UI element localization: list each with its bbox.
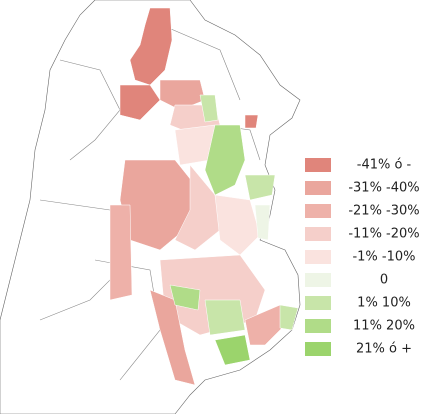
region: [214, 334, 251, 366]
legend-swatch: [305, 296, 331, 310]
region: [244, 114, 259, 129]
legend-label: 21% ó +: [356, 342, 412, 357]
legend-label: -1% -10%: [352, 250, 415, 265]
legend-swatch: [305, 181, 331, 195]
region: [129, 7, 173, 86]
region: [119, 84, 161, 121]
legend-swatch: [305, 319, 331, 333]
region: [244, 304, 291, 346]
legend-swatch: [305, 227, 331, 241]
legend-swatch: [305, 158, 331, 172]
legend-swatch: [305, 342, 331, 356]
colored-regions: [109, 7, 299, 386]
legend-swatch: [305, 204, 331, 218]
legend: -41% ó - -31% -40% -21% -30% -11% -20% -1% -…: [305, 158, 420, 357]
region: [214, 194, 261, 256]
legend-label: -21% -30%: [348, 204, 419, 219]
legend-label: 11% 20%: [353, 319, 415, 334]
region: [169, 284, 201, 311]
legend-label: 1% 10%: [357, 296, 411, 311]
region: [244, 174, 276, 201]
legend-label: -41% ó -: [357, 158, 412, 173]
legend-label: 0: [380, 273, 388, 288]
legend-swatch: [305, 273, 331, 287]
region: [279, 304, 299, 331]
region: [109, 204, 133, 301]
legend-label: -11% -20%: [348, 227, 419, 242]
region: [204, 124, 246, 196]
legend-label: -31% -40%: [348, 181, 419, 196]
legend-swatch: [305, 250, 331, 264]
region: [204, 299, 246, 336]
region: [254, 204, 271, 241]
region: [199, 94, 219, 123]
